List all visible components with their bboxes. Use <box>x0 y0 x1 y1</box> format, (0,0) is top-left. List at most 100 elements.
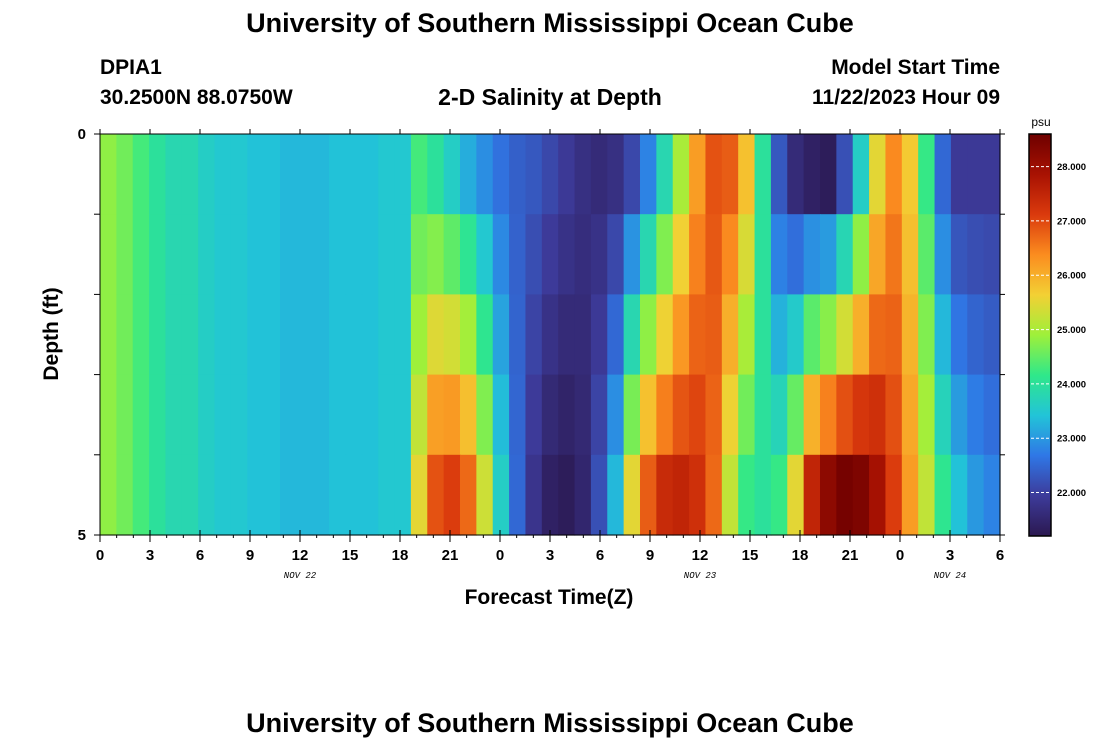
heatmap-cell <box>852 294 870 376</box>
heatmap-cell <box>132 214 150 295</box>
heatmap-cell <box>443 134 461 215</box>
heatmap-cell <box>754 454 772 536</box>
heatmap-cell <box>918 214 936 295</box>
heatmap-cell <box>198 454 216 536</box>
heatmap-cell <box>803 214 821 295</box>
page-title: University of Southern Mississippi Ocean… <box>246 8 854 38</box>
heatmap-cell <box>967 214 985 295</box>
heatmap-cell <box>198 374 216 456</box>
heatmap-cell <box>934 374 952 456</box>
heatmap-cell <box>754 214 772 295</box>
heatmap-cell <box>427 294 445 376</box>
heatmap-cell <box>296 374 314 456</box>
heatmap-cell <box>165 134 183 215</box>
heatmap-cell <box>934 454 952 536</box>
heatmap-cell <box>394 374 412 456</box>
heatmap-cell <box>738 294 756 376</box>
heatmap-cell <box>214 454 232 536</box>
heatmap-cell <box>394 454 412 536</box>
x-tick-label: 3 <box>546 547 554 564</box>
heatmap-cell <box>378 214 396 295</box>
x-tick-label: 15 <box>742 547 759 564</box>
heatmap-cell <box>492 374 510 456</box>
heatmap-cell <box>820 374 837 456</box>
heatmap-cell <box>770 374 788 456</box>
heatmap-cell <box>296 214 314 295</box>
colorbar-tick-label: 24.000 <box>1057 379 1086 390</box>
heatmap-cell <box>967 134 985 215</box>
heatmap-cell <box>312 454 330 536</box>
heatmap-cell <box>558 454 576 536</box>
heatmap-cell <box>836 374 854 456</box>
heatmap-cell <box>263 294 281 376</box>
heatmap-cell <box>165 374 183 456</box>
heatmap-cell <box>623 214 641 295</box>
heatmap-cell <box>100 454 117 536</box>
heatmap-cell <box>820 454 837 536</box>
heatmap-cell <box>427 454 445 536</box>
heatmap-cell <box>100 294 117 376</box>
x-tick-label: 12 <box>692 547 709 564</box>
heatmap-cell <box>525 134 543 215</box>
heatmap-cell <box>705 294 723 376</box>
heatmap-cell <box>918 134 936 215</box>
station-coords: 30.2500N 88.0750W <box>100 86 293 109</box>
heatmap-cell <box>214 294 232 376</box>
heatmap-cell <box>394 294 412 376</box>
x-tick-label: 0 <box>96 547 104 564</box>
heatmap-cell <box>443 374 461 456</box>
heatmap-cell <box>132 374 150 456</box>
heatmap-cell <box>181 454 199 536</box>
heatmap-cell <box>590 294 608 376</box>
x-tick-label: 0 <box>896 547 904 564</box>
heatmap-cell <box>803 294 821 376</box>
heatmap-cell <box>852 214 870 295</box>
heatmap-cell <box>263 134 281 215</box>
heatmap-cell <box>329 214 347 295</box>
heatmap-cell <box>280 214 297 295</box>
heatmap-cell <box>214 374 232 456</box>
heatmap-cell <box>705 374 723 456</box>
heatmap-cell <box>410 294 428 376</box>
heatmap-cell <box>885 134 903 215</box>
date-label: NOV 22 <box>284 571 317 581</box>
heatmap-cell <box>181 134 199 215</box>
heatmap-cell <box>885 454 903 536</box>
heatmap-cell <box>116 294 134 376</box>
heatmap-cell <box>296 454 314 536</box>
heatmap-cell <box>869 454 887 536</box>
heatmap-cell <box>590 454 608 536</box>
heatmap-cell <box>672 374 690 456</box>
heatmap-cell <box>280 374 297 456</box>
heatmap-cell <box>443 454 461 536</box>
heatmap-cell <box>836 134 854 215</box>
x-tick-label: 18 <box>792 547 809 564</box>
heatmap-cell <box>247 214 265 295</box>
colorbar-gradient <box>1028 133 1052 537</box>
colorbar-tick-label: 23.000 <box>1057 434 1086 445</box>
colorbar-tick-label: 28.000 <box>1057 162 1086 173</box>
heatmap-cell <box>525 454 543 536</box>
heatmap-cell <box>918 374 936 456</box>
heatmap-cell <box>787 374 805 456</box>
heatmap-cell <box>689 214 707 295</box>
heatmap-cell <box>476 454 494 536</box>
heatmap-cell <box>689 294 707 376</box>
heatmap-cell <box>770 214 788 295</box>
heatmap-cell <box>770 134 788 215</box>
heatmap-cell <box>672 214 690 295</box>
heatmap-cell <box>345 134 363 215</box>
heatmap-cell <box>689 454 707 536</box>
heatmap-cell <box>623 374 641 456</box>
heatmap-cell <box>558 134 576 215</box>
heatmap-cell <box>345 294 363 376</box>
heatmap-cell <box>492 214 510 295</box>
heatmap-cell <box>296 294 314 376</box>
heatmap-cell <box>754 294 772 376</box>
heatmap-cell <box>410 214 428 295</box>
colorbar-tick-label: 27.000 <box>1057 216 1086 227</box>
heatmap-cell <box>607 374 625 456</box>
heatmap-cell <box>541 294 559 376</box>
heatmap-cell <box>541 374 559 456</box>
heatmap-cell <box>460 374 477 456</box>
